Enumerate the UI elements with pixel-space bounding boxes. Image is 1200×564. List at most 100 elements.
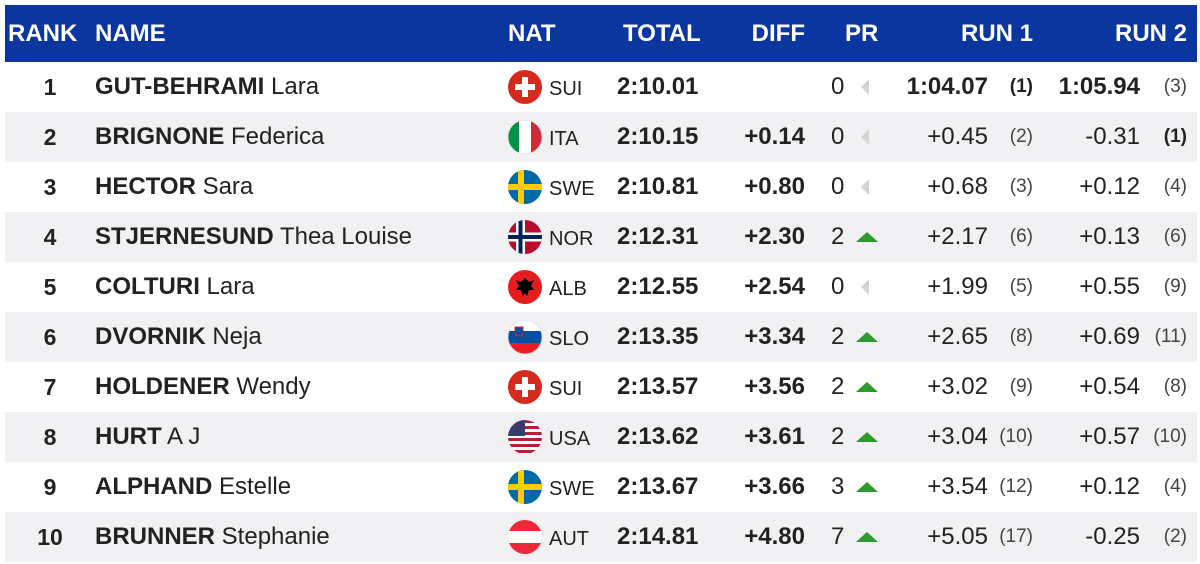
- nation: SLO: [549, 328, 590, 350]
- surname: DVORNIK: [95, 323, 206, 350]
- run2-time: +0.55: [1079, 273, 1140, 300]
- flag: [507, 469, 543, 505]
- result-row: 2 BRIGNONE Federica ITA 2:10.15 +0.14 0 +0.45 (…: [5, 112, 1197, 162]
- position-change: 3: [831, 473, 845, 500]
- rank: 2: [43, 124, 57, 150]
- header-cell: DIFF: [751, 20, 805, 47]
- surname: BRUNNER: [95, 523, 215, 550]
- flag: [507, 69, 543, 105]
- total-time: 2:13.57: [617, 373, 699, 400]
- run1-rank: (6): [1009, 226, 1033, 247]
- run2-rank: (8): [1163, 376, 1187, 397]
- difference: +3.66: [744, 473, 805, 500]
- result-row: 6 DVORNIK Neja SLO 2:13.35 +3.34 2 +2.65 (8) +0.…: [5, 312, 1197, 362]
- run2-time: +0.69: [1079, 323, 1140, 350]
- athlete-name: HECTOR Sara: [95, 162, 253, 212]
- result-row: 1 GUT-BEHRAMI Lara SUI 2:10.01 0 1:04.07 (1) 1:…: [5, 62, 1197, 112]
- run2-rank: (3): [1163, 76, 1187, 97]
- run1-rank: (10): [999, 426, 1033, 447]
- given-name: Lara: [206, 273, 255, 300]
- flag: [507, 519, 543, 555]
- run2-rank: (4): [1163, 476, 1187, 497]
- run2-time: +0.12: [1079, 173, 1140, 200]
- rank: 1: [43, 74, 57, 100]
- given-name: Federica: [231, 123, 325, 150]
- rank: 5: [43, 274, 57, 300]
- nation: SWE: [549, 478, 595, 500]
- run1-time: +3.54: [927, 473, 988, 500]
- run1-rank: (8): [1009, 326, 1033, 347]
- run2-time: +0.12: [1079, 473, 1140, 500]
- run1-rank: (2): [1009, 126, 1033, 147]
- run2-time: +0.13: [1079, 223, 1140, 250]
- surname: COLTURI: [95, 273, 200, 300]
- difference: +0.80: [744, 173, 805, 200]
- given-name: Estelle: [219, 473, 292, 500]
- flag: [507, 169, 543, 205]
- surname: HOLDENER: [95, 373, 230, 400]
- nation: SWE: [549, 178, 595, 200]
- run2-rank: (4): [1163, 176, 1187, 197]
- header-cell: PR: [845, 20, 879, 47]
- total-time: 2:10.01: [617, 73, 699, 100]
- flag: [507, 319, 543, 355]
- position-change: 2: [831, 323, 845, 350]
- run2-time: -0.25: [1085, 523, 1140, 550]
- nation: SUI: [549, 78, 583, 100]
- given-name: Thea Louise: [279, 223, 413, 250]
- nation: NOR: [549, 228, 594, 250]
- run1-rank: (17): [999, 526, 1033, 547]
- difference: +4.80: [744, 523, 805, 550]
- position-change: 2: [831, 223, 845, 250]
- result-row: 3 HECTOR Sara SWE 2:10.81 +0.80 0 +0.68 (3) +0.1…: [5, 162, 1197, 212]
- run2-rank: (9): [1163, 276, 1187, 297]
- header-cell: RANK: [8, 20, 78, 47]
- flag: [507, 269, 543, 305]
- table-body: 1 GUT-BEHRAMI Lara SUI 2:10.01 0 1:04.07 (1) 1:…: [0, 62, 1200, 562]
- result-row: 10 BRUNNER Stephanie AUT 2:14.81 +4.80 7 +5.05…: [5, 512, 1197, 562]
- run1-time: 1:04.07: [906, 73, 988, 100]
- given-name: Neja: [212, 323, 262, 350]
- nation: AUT: [549, 528, 589, 550]
- rank: 8: [43, 424, 57, 450]
- rank: 3: [43, 174, 57, 200]
- flag: [507, 119, 543, 155]
- difference: +3.34: [744, 323, 805, 350]
- position-change: 2: [831, 373, 845, 400]
- position-change: 0: [831, 123, 845, 150]
- run1-rank: (5): [1009, 276, 1033, 297]
- athlete-name: HOLDENER Wendy: [95, 362, 311, 412]
- run2-rank: (6): [1163, 226, 1187, 247]
- run2-time: -0.31: [1085, 123, 1140, 150]
- result-row: 8 HURT A J USA 2:13.62 +3.61 2 +3.04 (10) +0.57 (…: [5, 412, 1197, 462]
- result-row: 4 STJERNESUND Thea Louise NOR 2:12.31 +2.30 2…: [5, 212, 1197, 262]
- difference: +2.30: [744, 223, 805, 250]
- given-name: Sara: [202, 173, 254, 200]
- surname: BRIGNONE: [95, 123, 225, 150]
- run1-time: +2.65: [927, 323, 988, 350]
- run1-time: +0.45: [927, 123, 988, 150]
- run2-rank: (1): [1163, 126, 1187, 147]
- rank: 7: [43, 374, 57, 400]
- athlete-name: BRIGNONE Federica: [95, 112, 324, 162]
- run1-rank: (12): [999, 476, 1033, 497]
- table-header: RANK NAME NAT TOTAL DIFF PR RUN 1 RUN 2: [5, 5, 1197, 62]
- difference: +3.61: [744, 423, 805, 450]
- header-cell: NAME: [95, 20, 166, 47]
- run2-rank: (11): [1154, 326, 1187, 347]
- rank: 10: [37, 524, 63, 550]
- run1-time: +3.04: [927, 423, 988, 450]
- surname: ALPHAND: [95, 473, 213, 500]
- nation: ALB: [549, 278, 587, 300]
- difference: +0.14: [744, 123, 805, 150]
- athlete-name: GUT-BEHRAMI Lara: [95, 62, 319, 112]
- total-time: 2:12.31: [617, 223, 699, 250]
- result-row: 5 COLTURI Lara ALB 2:12.55 +2.54 0 +1.99 (5) +0.…: [5, 262, 1197, 312]
- total-time: 2:13.67: [617, 473, 699, 500]
- athlete-name: COLTURI Lara: [95, 262, 255, 312]
- total-time: 2:13.62: [617, 423, 699, 450]
- difference: +3.56: [744, 373, 805, 400]
- surname: STJERNESUND: [95, 223, 274, 250]
- run1-time: +2.17: [927, 223, 988, 250]
